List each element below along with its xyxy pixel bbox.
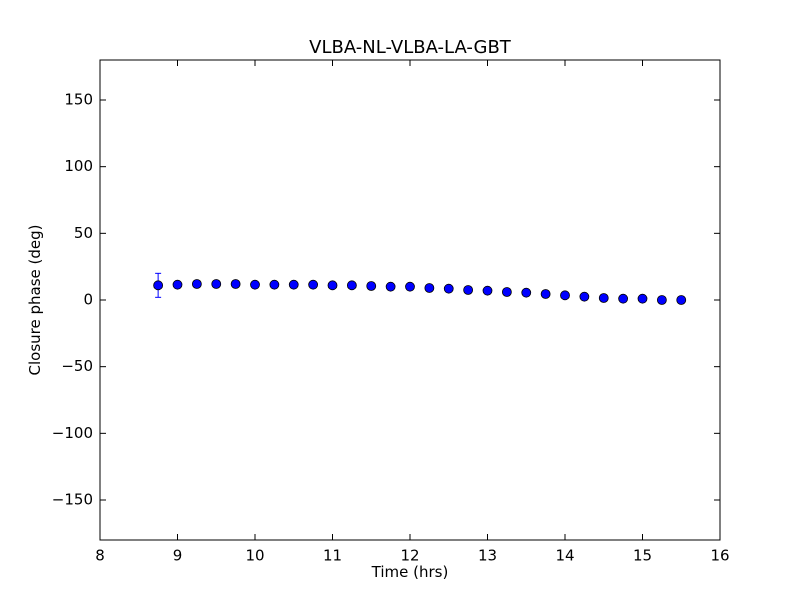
data-point [172, 279, 183, 290]
x-tick-label: 8 [95, 547, 105, 565]
x-tick-label: 10 [245, 547, 264, 565]
x-axis-label: Time (hrs) [371, 563, 449, 581]
data-point [482, 285, 493, 296]
data-point [327, 280, 338, 291]
x-tick-label: 9 [173, 547, 183, 565]
x-axis: 8 9 10 11 12 13 14 15 16 [95, 60, 730, 565]
data-point [153, 280, 164, 291]
y-axis: −150 −100 −50 0 50 100 150 [52, 91, 720, 509]
data-point [211, 279, 222, 289]
data-point [521, 287, 532, 298]
data-point [346, 280, 357, 291]
data-point [540, 289, 551, 299]
x-tick-label: 11 [323, 547, 342, 565]
data-point [501, 287, 512, 297]
data-point [250, 279, 260, 290]
x-tick-label: 12 [400, 547, 419, 565]
data-point [598, 293, 609, 303]
x-tick-label: 15 [633, 547, 652, 565]
data-point [656, 295, 667, 305]
data-point [579, 291, 590, 302]
data-point [560, 290, 570, 301]
x-tick-label: 13 [478, 547, 497, 565]
data-point [366, 281, 377, 291]
data-point [308, 279, 319, 290]
data-point [230, 279, 241, 289]
data-point [288, 279, 299, 290]
y-tick-label: 50 [74, 224, 93, 242]
y-tick-label: 0 [83, 291, 93, 309]
data-point [463, 285, 474, 295]
data-point [443, 283, 454, 294]
y-tick-label: −50 [61, 357, 93, 375]
data-point [405, 281, 415, 292]
data-point [385, 281, 396, 292]
data-point [618, 293, 629, 304]
chart-title: VLBA-NL-VLBA-LA-GBT [309, 37, 512, 58]
x-tick-label: 16 [710, 547, 729, 565]
y-tick-label: 150 [64, 91, 93, 109]
y-axis-label: Closure phase (deg) [26, 225, 44, 376]
y-tick-label: 100 [64, 157, 93, 175]
data-point [269, 279, 280, 290]
y-tick-label: −100 [52, 424, 93, 442]
x-tick-label: 14 [555, 547, 574, 565]
y-tick-label: −150 [52, 491, 93, 509]
data-series [153, 272, 687, 305]
data-point [637, 293, 648, 304]
data-point [191, 279, 202, 289]
data-point [676, 295, 687, 305]
data-point [424, 283, 435, 293]
